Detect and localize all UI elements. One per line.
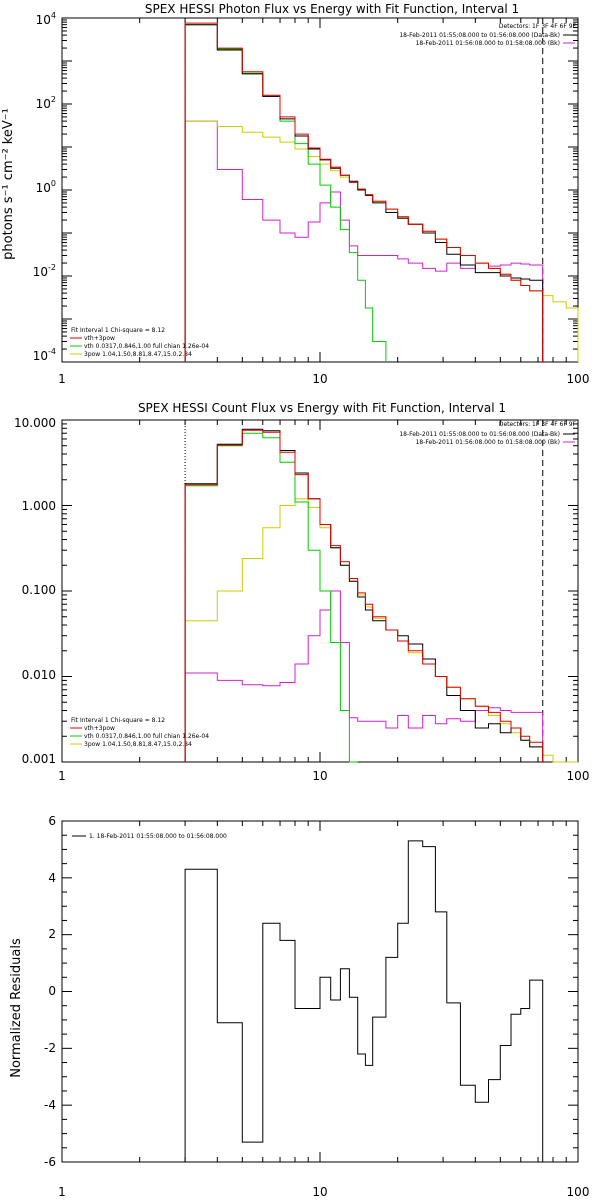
series-3pow-1 [184,120,579,362]
count-y-tick-10: 10.000 [14,416,56,430]
plot-frame-1 [61,17,579,363]
series-vth+3pow-2 [184,429,544,762]
residuals-x-tick-100: 100 [567,1185,590,1199]
photon-chart-title: SPEX HESSI Photon Flux vs Energy with Fi… [145,2,519,16]
residuals-legend: 1. 18-Feb-2011 01:55:08.000 to 01:56:08.… [89,833,227,840]
residuals-y-tick-minus-6: -6 [44,1155,56,1169]
count-y-tick-0-1: 0.100 [22,583,56,597]
photon-y-axis-label: photons s⁻¹ cm⁻² keV⁻¹ [1,108,16,260]
photon-x-tick-100: 100 [567,372,590,386]
count-y-tick-1: 1.000 [22,499,56,513]
photon-x-tick-10: 10 [312,372,327,386]
series-background-1 [184,120,544,362]
series-vth-2 [184,432,358,763]
residuals-y-tick-minus-2: -2 [44,1041,56,1055]
count-fit-header: Fit Interval 1 Chi-square = 8.12 [71,717,165,724]
residuals-y-tick-2: 2 [48,927,56,941]
series-3pow-2 [184,498,578,763]
photon-y-tick-1e0: 100 [36,179,56,195]
series-data-2 [184,428,544,762]
count-x-tick-100: 100 [567,769,590,783]
photon-time-legend-bk: 18-Feb-2011 01:56:08.000 to 01:58:08.000… [416,40,560,47]
photon-time-legend-data: 18-Feb-2011 01:55:08.000 to 01:56:08.000… [399,32,560,39]
photon-fit-header: Fit Interval 1 Chi-square = 8.12 [71,327,165,334]
residuals-y-tick-minus-4: -4 [44,1098,56,1112]
photon-flux-panel: SPEX HESSI Photon Flux vs Energy with Fi… [1,2,589,386]
photon-x-tick-1: 1 [58,372,66,386]
count-y-tick-0-01: 0.010 [22,668,56,682]
series-residuals-3 [184,840,544,1162]
residuals-x-tick-1: 1 [58,1185,66,1199]
photon-y-tick-1e-2: 10-2 [33,263,56,279]
photon-fit-legend-vth: vth 0.0317,0.846,1.00 full chian 1.26e-0… [84,343,209,350]
series-vth-1 [184,24,387,362]
residuals-y-axis-label: Normalized Residuals [9,938,24,1078]
count-fit-legend-vth: vth 0.0317,0.846,1.00 full chian 1.26e-0… [84,733,209,740]
residuals-panel: Normalized Residuals 1. 18-Feb-2011 01:5… [9,814,589,1199]
count-time-legend-bk: 18-Feb-2011 01:56:08.000 to 01:58:08.000… [416,439,560,446]
residuals-y-tick-4: 4 [48,871,56,885]
photon-y-tick-1e2: 102 [36,95,56,111]
count-fit-legend-total: vth+3pow [84,725,115,732]
photon-fit-legend-total: vth+3pow [84,335,115,342]
series-background-2 [184,590,544,762]
residuals-y-tick-6: 6 [48,814,56,828]
photon-y-tick-1e-4: 10-4 [33,347,56,363]
count-flux-panel: SPEX HESSI Count Flux vs Energy with Fit… [14,401,589,783]
photon-fit-legend-3pow: 3pow 1.04,1.50,8.81,8.47,15.0,2.84 [84,351,192,358]
photon-y-tick-1e4: 104 [36,11,56,27]
series-data-1 [184,24,544,362]
count-y-tick-0-001: 0.001 [22,752,56,766]
residuals-x-tick-10: 10 [312,1185,327,1199]
count-x-tick-10: 10 [312,769,327,783]
count-fit-legend-3pow: 3pow 1.04,1.50,8.81,8.47,15.0,2.84 [84,741,192,748]
chart-marks [61,17,579,1163]
photon-detectors-label: Detectors: 1F 3F 4F 6F 9F [499,23,577,30]
count-x-tick-1: 1 [58,769,66,783]
series-vth+3pow-1 [184,22,544,362]
count-time-legend-data: 18-Feb-2011 01:55:08.000 to 01:56:08.000… [399,431,560,438]
residuals-y-tick-0: 0 [48,984,56,998]
count-chart-title: SPEX HESSI Count Flux vs Energy with Fit… [138,401,506,415]
